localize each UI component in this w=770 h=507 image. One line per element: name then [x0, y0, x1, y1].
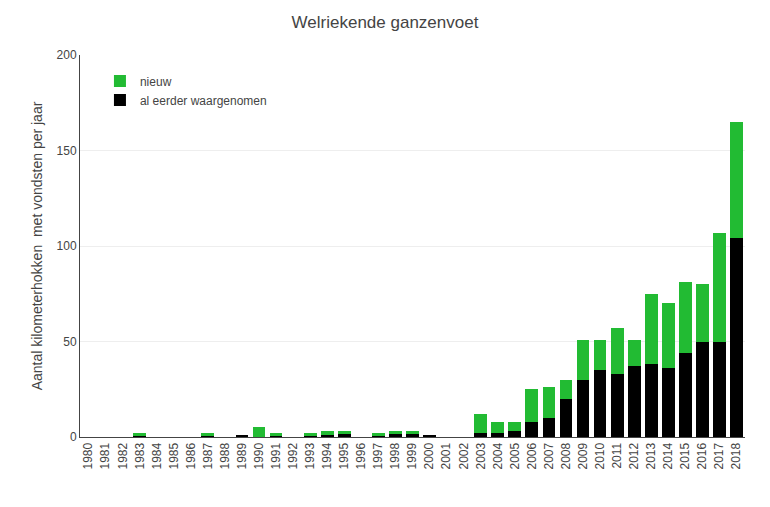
svg-text:2017: 2017 — [712, 442, 726, 469]
svg-text:2018: 2018 — [729, 442, 743, 469]
svg-text:1995: 1995 — [337, 442, 351, 469]
svg-text:2001: 2001 — [440, 442, 454, 469]
svg-text:2012: 2012 — [627, 442, 641, 469]
svg-text:Aantal kilometerhokken met vo: Aantal kilometerhokken met vondsten per … — [29, 101, 45, 390]
svg-text:al eerder waargenomen: al eerder waargenomen — [140, 94, 267, 108]
svg-text:1997: 1997 — [371, 442, 385, 469]
svg-text:1982: 1982 — [116, 442, 130, 469]
svg-text:2002: 2002 — [457, 442, 471, 469]
svg-text:1984: 1984 — [150, 442, 164, 469]
svg-text:1989: 1989 — [235, 442, 249, 469]
svg-text:1990: 1990 — [252, 442, 266, 469]
svg-text:2007: 2007 — [542, 442, 556, 469]
svg-text:1988: 1988 — [218, 442, 232, 469]
svg-text:2000: 2000 — [422, 442, 436, 469]
svg-text:2010: 2010 — [593, 442, 607, 469]
svg-text:1998: 1998 — [388, 442, 402, 469]
svg-text:1985: 1985 — [167, 442, 181, 469]
svg-text:0: 0 — [70, 430, 77, 444]
svg-text:1996: 1996 — [354, 442, 368, 469]
svg-text:2014: 2014 — [661, 442, 675, 469]
svg-text:1981: 1981 — [98, 442, 112, 469]
svg-text:1987: 1987 — [201, 442, 215, 469]
svg-text:nieuw: nieuw — [140, 75, 172, 89]
svg-text:2003: 2003 — [474, 442, 488, 469]
svg-text:2009: 2009 — [576, 442, 590, 469]
svg-text:Welriekende ganzenvoet: Welriekende ganzenvoet — [292, 13, 479, 32]
svg-text:2011: 2011 — [610, 442, 624, 468]
svg-text:1994: 1994 — [320, 442, 334, 469]
svg-text:1986: 1986 — [184, 442, 198, 469]
svg-text:2016: 2016 — [695, 442, 709, 469]
svg-text:1983: 1983 — [133, 442, 147, 469]
svg-text:100: 100 — [57, 239, 77, 253]
svg-text:2004: 2004 — [491, 442, 505, 469]
svg-text:1999: 1999 — [405, 442, 419, 469]
svg-text:50: 50 — [63, 335, 77, 349]
svg-text:2006: 2006 — [525, 442, 539, 469]
svg-text:150: 150 — [57, 144, 77, 158]
svg-text:2015: 2015 — [678, 442, 692, 469]
svg-text:1993: 1993 — [303, 442, 317, 469]
svg-text:1980: 1980 — [81, 442, 95, 469]
svg-text:1992: 1992 — [286, 442, 300, 469]
svg-text:2013: 2013 — [644, 442, 658, 469]
svg-text:2005: 2005 — [508, 442, 522, 469]
svg-text:1991: 1991 — [269, 442, 283, 469]
svg-text:200: 200 — [57, 48, 77, 62]
svg-text:2008: 2008 — [559, 442, 573, 469]
